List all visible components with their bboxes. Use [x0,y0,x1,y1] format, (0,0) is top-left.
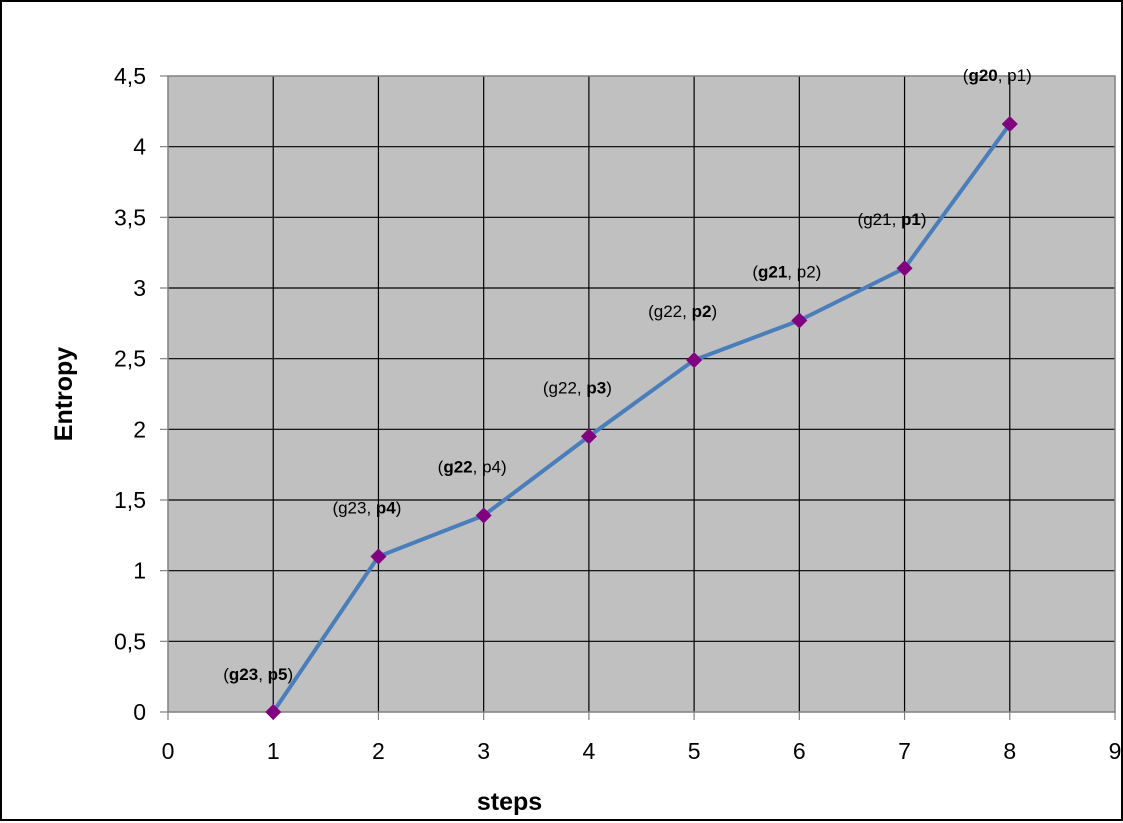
y-tick-label: 2 [133,416,146,442]
y-tick-label: 0 [133,699,146,725]
data-point-marker [1001,116,1018,133]
data-point-label-part: ) [287,665,293,684]
y-tick-label: 1,5 [114,487,146,513]
data-point-label-part: , p1) [998,66,1032,85]
data-point-label-part: ( [752,263,758,282]
data-point-label-part: p3 [586,378,606,397]
data-point-marker [686,352,703,369]
data-point-label: (g21, p2) [752,263,821,282]
data-point-label-part: , p2) [787,263,821,282]
data-point-label-part: ) [921,210,927,229]
data-point-label-part: g20 [968,66,997,85]
data-point-label-part: ( [963,66,969,85]
data-point-marker [475,507,492,524]
data-point-label: (g20, p1) [963,66,1032,85]
y-tick-label: 3,5 [114,204,146,230]
data-point-label-part: p4 [376,499,396,518]
gridlines [160,75,1116,720]
data-point-label-part: , p4) [473,458,507,477]
data-point-label-part: g21 [758,263,787,282]
x-tick-label: 8 [1003,738,1016,764]
y-tick-label: 4,5 [114,63,146,89]
data-point-label-part: , [258,665,267,684]
x-tick-label: 5 [688,738,701,764]
x-tick-label: 7 [898,738,911,764]
y-tick-label: 3 [133,275,146,301]
plot-border [167,75,1116,713]
x-tick-label: 4 [582,738,595,764]
data-point-label-part: ) [711,302,717,321]
plot-area [168,76,1115,712]
point-labels: (g23, p5)(g23, p4)(g22, p4)(g22, p3)(g22… [223,66,1032,684]
tick-labels: 0 1 2 3 4 5 6 7 8 9 0 0,5 1 1,5 2 2,5 3 3,5 4 4,5 [114,63,1121,764]
data-point-label-part: (g22, [648,302,691,321]
x-tick-label: 3 [477,738,490,764]
y-tick-label: 1 [133,558,146,584]
y-axis-title: Entropy [50,347,78,442]
x-axis-title: steps [477,788,542,816]
data-point-label-part: ( [223,665,229,684]
x-tick-label: 1 [267,738,280,764]
x-tick-label: 9 [1109,738,1122,764]
data-point-label-part: (g23, [332,499,375,518]
data-point-label-part: ( [438,458,444,477]
y-tick-label: 4 [133,134,146,160]
x-tick-label: 6 [793,738,806,764]
data-point-label-part: g22 [443,458,472,477]
data-point-label: (g22, p4) [438,458,507,477]
data-point-label: (g21, p1) [858,210,927,229]
data-point-label-part: (g21, [858,210,901,229]
data-point-label: (g23, p4) [332,499,401,518]
data-point-label-part: ) [396,499,402,518]
data-point-label-part: g23 [229,665,258,684]
data-point-label: (g22, p2) [648,302,717,321]
data-point-label: (g23, p5) [223,665,293,684]
y-tick-label: 0,5 [114,628,146,654]
data-point-label-part: p2 [692,302,712,321]
series-layer [265,116,1018,720]
data-point-marker [370,548,387,565]
data-point-label-part: p1 [901,210,921,229]
data-point-label-part: (g22, [543,378,586,397]
data-point-marker [791,312,808,329]
x-tick-label: 2 [372,738,385,764]
data-point-label: (g22, p3) [543,378,612,397]
data-point-marker [265,704,282,720]
data-point-marker [580,428,597,445]
series-line [271,122,1012,714]
data-point-label-part: ) [606,378,612,397]
y-tick-label: 2,5 [114,346,146,372]
data-point-marker [896,260,913,277]
x-tick-label: 0 [162,738,175,764]
data-point-label-part: p5 [268,665,288,684]
